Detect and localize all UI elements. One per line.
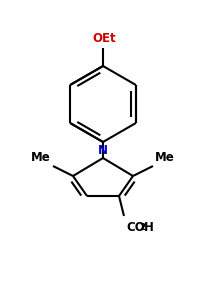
Text: CO: CO (125, 221, 144, 234)
Text: OEt: OEt (92, 32, 115, 45)
Text: N: N (97, 144, 108, 157)
Text: Me: Me (31, 151, 51, 164)
Text: H: H (143, 221, 153, 234)
Text: 2: 2 (138, 223, 145, 232)
Text: Me: Me (154, 151, 174, 164)
